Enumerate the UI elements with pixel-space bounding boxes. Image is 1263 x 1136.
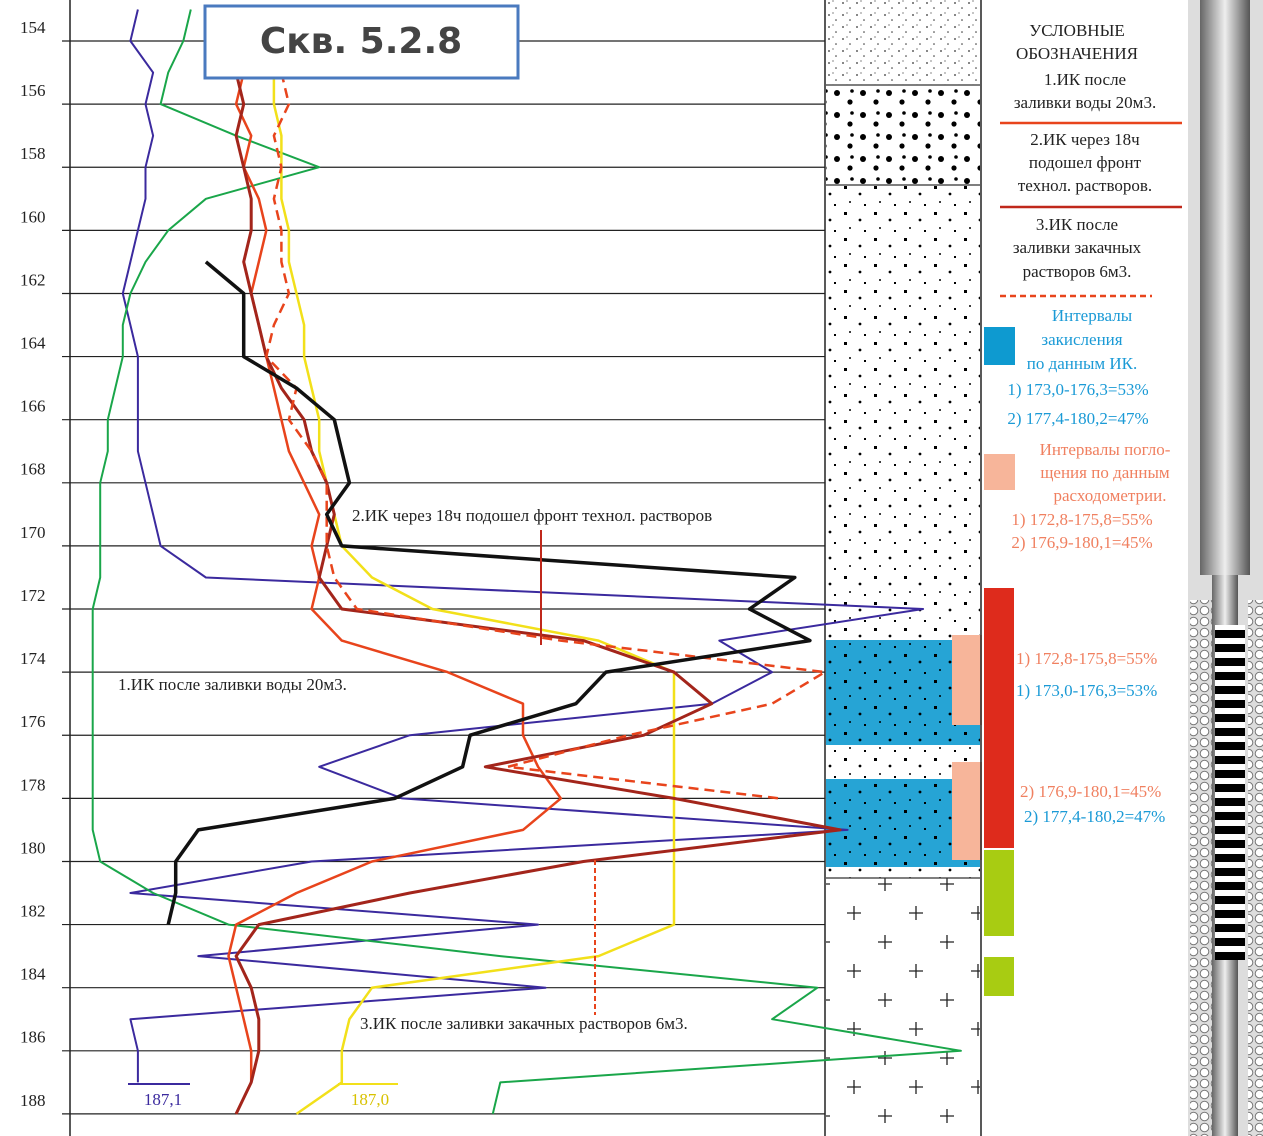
legend-text: УСЛОВНЫЕ (1029, 21, 1125, 40)
well (1188, 0, 1263, 1136)
legend-text: 2.ИК через 18ч (1030, 130, 1140, 149)
chart-title: Скв. 5.2.8 (260, 21, 462, 62)
labels: 2.ИК через 18ч подошел фронт технол. рас… (118, 21, 1171, 1109)
y-tick-label: 160 (20, 207, 46, 226)
legend-text: расходометрии. (1054, 486, 1167, 505)
y-tick-label: 186 (20, 1028, 46, 1047)
legend-text: Интервалы (1052, 306, 1133, 325)
legend-text: технол. растворов. (1018, 176, 1152, 195)
log-curve (234, 9, 842, 1115)
title-box (203, 4, 520, 80)
legend-text: 2) 176,9-180,1=45% (1011, 533, 1152, 552)
axes: 154 156 158 160 162 164 166 168 170 172 174 176 178 1… (20, 18, 825, 1115)
annotation: 2.ИК через 18ч подошел фронт технол. рас… (352, 506, 712, 525)
annotation: 187,1 (144, 1090, 182, 1109)
legend-text: по данным ИК. (1027, 354, 1138, 373)
legend-text: щения по данным (1040, 463, 1170, 482)
y-tick-label: 164 (20, 333, 46, 352)
y-tick-label: 174 (20, 649, 46, 668)
legend-text: подошел фронт (1029, 153, 1142, 172)
annotation: 187,0 (351, 1090, 389, 1109)
legend-text: 2) 177,4-180,2=47% (1007, 409, 1148, 428)
log-curve (227, 9, 563, 1115)
interval-label: 2) 176,9-180,1=45% (1020, 782, 1161, 801)
y-tick-label: 162 (20, 270, 46, 289)
y-tick-label: 170 (20, 523, 46, 542)
y-tick-label: 166 (20, 397, 46, 416)
curves (91, 9, 962, 1115)
y-tick-label: 154 (20, 18, 46, 37)
log-curve (265, 72, 827, 800)
y-tick-label: 172 (20, 586, 46, 605)
legend-text: 3.ИК после (1036, 215, 1118, 234)
legend-text: 1) 173,0-176,3=53% (1007, 380, 1148, 399)
y-tick-label: 180 (20, 838, 46, 857)
legend-text: 1.ИК после (1044, 70, 1126, 89)
interval-label: 2) 177,4-180,2=47% (1024, 807, 1165, 826)
annotation: 1.ИК после заливки воды 20м3. (118, 675, 347, 694)
interval-label: 1) 172,8-175,8=55% (1016, 649, 1157, 668)
legend-text: заливки воды 20м3. (1014, 93, 1156, 112)
y-tick-label: 178 (20, 775, 46, 794)
lithology (824, 0, 1182, 1136)
log-curve (166, 260, 812, 926)
legend-text: закисления (1041, 330, 1122, 349)
y-tick-label: 158 (20, 144, 46, 163)
log-curve (91, 9, 962, 1115)
legend-text: заливки закачных (1013, 238, 1142, 257)
pointers (128, 530, 596, 1085)
legend-text: 1) 172,8-175,8=55% (1011, 510, 1152, 529)
y-tick-label: 168 (20, 460, 46, 479)
legend-text: растворов 6м3. (1023, 262, 1132, 281)
legend-text: ОБОЗНАЧЕНИЯ (1016, 44, 1138, 63)
legend-text: Интервалы погло- (1040, 440, 1171, 459)
y-tick-label: 156 (20, 81, 46, 100)
interval-label: 1) 173,0-176,3=53% (1016, 681, 1157, 700)
y-tick-label: 184 (20, 965, 46, 984)
log-curve (121, 9, 925, 1083)
annotation: 3.ИК после заливки закачных растворов 6м… (360, 1014, 688, 1033)
log-curve (265, 9, 676, 1115)
y-tick-label: 176 (20, 712, 46, 731)
y-tick-label: 182 (20, 901, 46, 920)
y-tick-label: 188 (20, 1091, 46, 1110)
